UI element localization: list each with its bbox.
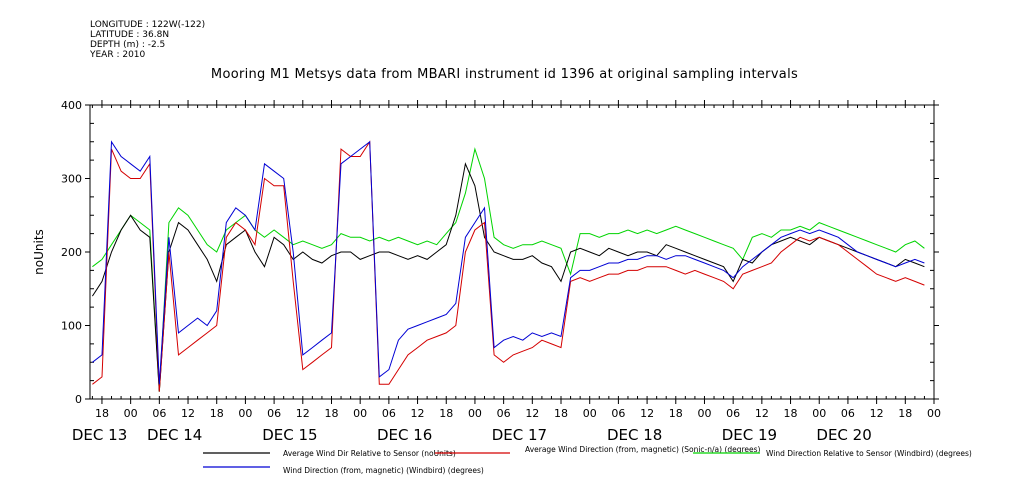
x-tick-label: 18 xyxy=(95,407,109,420)
y-tick-label: 0 xyxy=(75,393,82,406)
x-tick-label: 12 xyxy=(870,407,884,420)
y-tick-label: 300 xyxy=(61,173,82,186)
series-line-3 xyxy=(92,140,925,385)
x-tick-label: 18 xyxy=(898,407,912,420)
x-tick-label: 00 xyxy=(124,407,138,420)
series-line-0 xyxy=(91,162,925,392)
x-tick-label: 12 xyxy=(181,407,195,420)
x-tick-label: 00 xyxy=(238,407,252,420)
x-day-label: DEC 16 xyxy=(377,426,432,444)
x-tick-label: 06 xyxy=(497,407,511,420)
x-tick-label: 18 xyxy=(554,407,568,420)
metadata-block: LONGITUDE : 122W(-122) LATITUDE : 36.8N … xyxy=(90,20,205,60)
legend-label: Average Wind Dir Relative to Sensor (noU… xyxy=(283,449,456,458)
year-label: YEAR : 2010 xyxy=(90,50,146,60)
x-day-label: DEC 20 xyxy=(816,426,871,444)
depth-label: DEPTH (m) : -2.5 xyxy=(90,40,166,50)
x-tick-label: 00 xyxy=(697,407,711,420)
y-tick-label: 100 xyxy=(61,320,82,333)
x-day-label: DEC 13 xyxy=(72,426,127,444)
x-tick-label: 06 xyxy=(726,407,740,420)
x-day-label: DEC 19 xyxy=(722,426,777,444)
x-tick-label: 18 xyxy=(784,407,798,420)
x-tick-label: 06 xyxy=(382,407,396,420)
x-tick-label: 00 xyxy=(812,407,826,420)
x-tick-label: 18 xyxy=(669,407,683,420)
x-tick-label: 18 xyxy=(439,407,453,420)
chart-title: Mooring M1 Metsys data from MBARI instru… xyxy=(210,67,799,82)
y-tick-label: 400 xyxy=(61,99,82,112)
x-day-label: DEC 18 xyxy=(607,426,662,444)
x-tick-label: 00 xyxy=(927,407,941,420)
x-tick-label: 12 xyxy=(296,407,310,420)
x-tick-label: 00 xyxy=(583,407,597,420)
legend-label: Average Wind Direction (from, magnetic) … xyxy=(525,445,761,454)
x-tick-label: 18 xyxy=(210,407,224,420)
x-tick-label: 12 xyxy=(755,407,769,420)
x-day-label: DEC 14 xyxy=(147,426,202,444)
x-tick-label: 06 xyxy=(611,407,625,420)
series-line-1 xyxy=(92,140,925,392)
legend-label: Wind Direction Relative to Sensor (Windb… xyxy=(766,449,972,458)
x-tick-label: 12 xyxy=(411,407,425,420)
x-tick-label: 06 xyxy=(152,407,166,420)
y-axis-label: noUnits xyxy=(32,229,46,275)
x-tick-label: 12 xyxy=(640,407,654,420)
x-tick-label: 00 xyxy=(468,407,482,420)
x-day-label: DEC 17 xyxy=(492,426,547,444)
longitude-label: LONGITUDE : 122W(-122) xyxy=(90,20,206,30)
x-tick-label: 06 xyxy=(267,407,281,420)
x-tick-label: 12 xyxy=(525,407,539,420)
x-tick-label: 18 xyxy=(324,407,338,420)
series-line-2 xyxy=(92,147,925,392)
x-tick-label: 00 xyxy=(353,407,367,420)
x-tick-label: 06 xyxy=(841,407,855,420)
legend-label: Wind Direction (from, magnetic) (Windbir… xyxy=(283,466,484,475)
latitude-label: LATITUDE : 36.8N xyxy=(90,30,170,40)
y-tick-label: 200 xyxy=(61,246,82,259)
x-day-label: DEC 15 xyxy=(262,426,317,444)
